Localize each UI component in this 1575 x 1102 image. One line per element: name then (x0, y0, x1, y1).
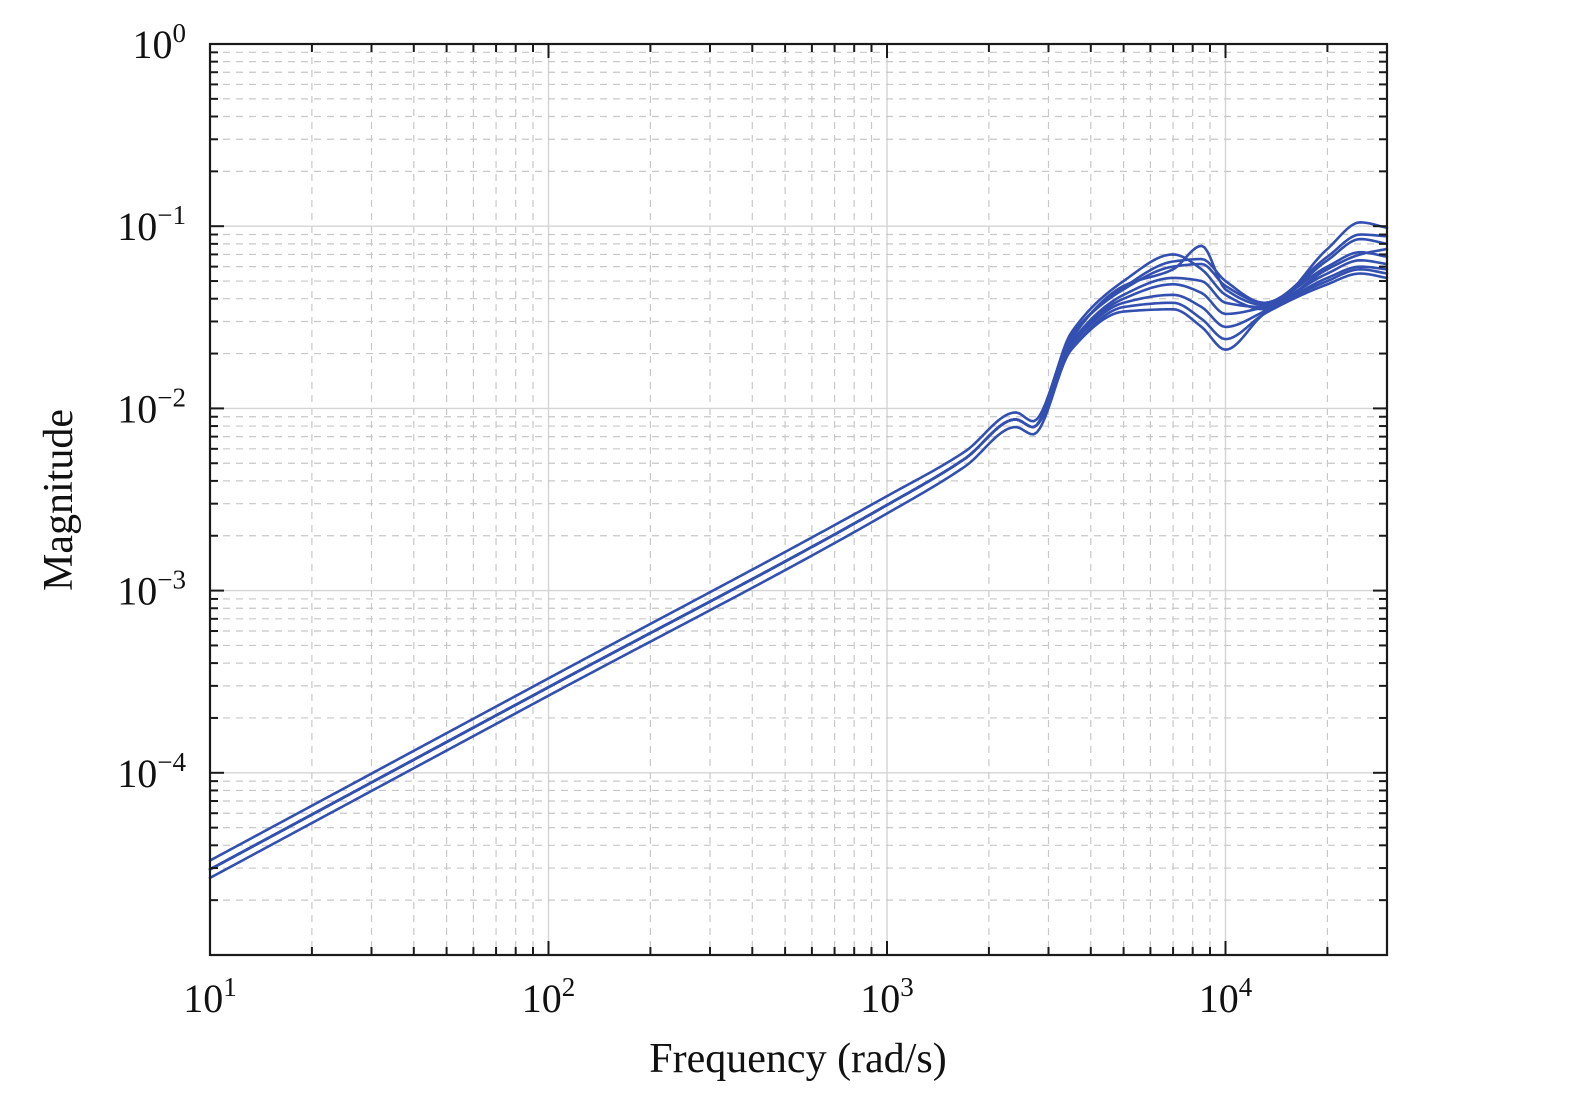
axis-ticks (209, 43, 1388, 956)
y-axis-title: Magnitude (36, 409, 82, 591)
x-axis-title: Frequency (rad/s) (649, 1036, 946, 1082)
series-lines (208, 221, 1389, 880)
series-line-1 (208, 250, 1389, 862)
y-tick-label: 100 (133, 18, 187, 67)
x-tick-label: 104 (1199, 972, 1253, 1021)
x-tick-label: 101 (183, 972, 237, 1021)
tick-labels: 101 102 103 104 10−4 10−3 10−2 10−1 100 (117, 18, 1252, 1021)
y-tick-label: 10−3 (117, 565, 186, 614)
x-tick-label: 103 (860, 972, 914, 1021)
y-tick-label: 10−4 (117, 747, 186, 796)
plot-frame (208, 42, 1389, 957)
x-tick-label: 102 (522, 972, 576, 1021)
series-line-3 (208, 268, 1389, 880)
y-tick-label: 10−2 (117, 382, 186, 431)
grid-lines (209, 43, 1388, 956)
series-line-9 (208, 233, 1389, 871)
y-tick-label: 10−1 (117, 200, 186, 249)
